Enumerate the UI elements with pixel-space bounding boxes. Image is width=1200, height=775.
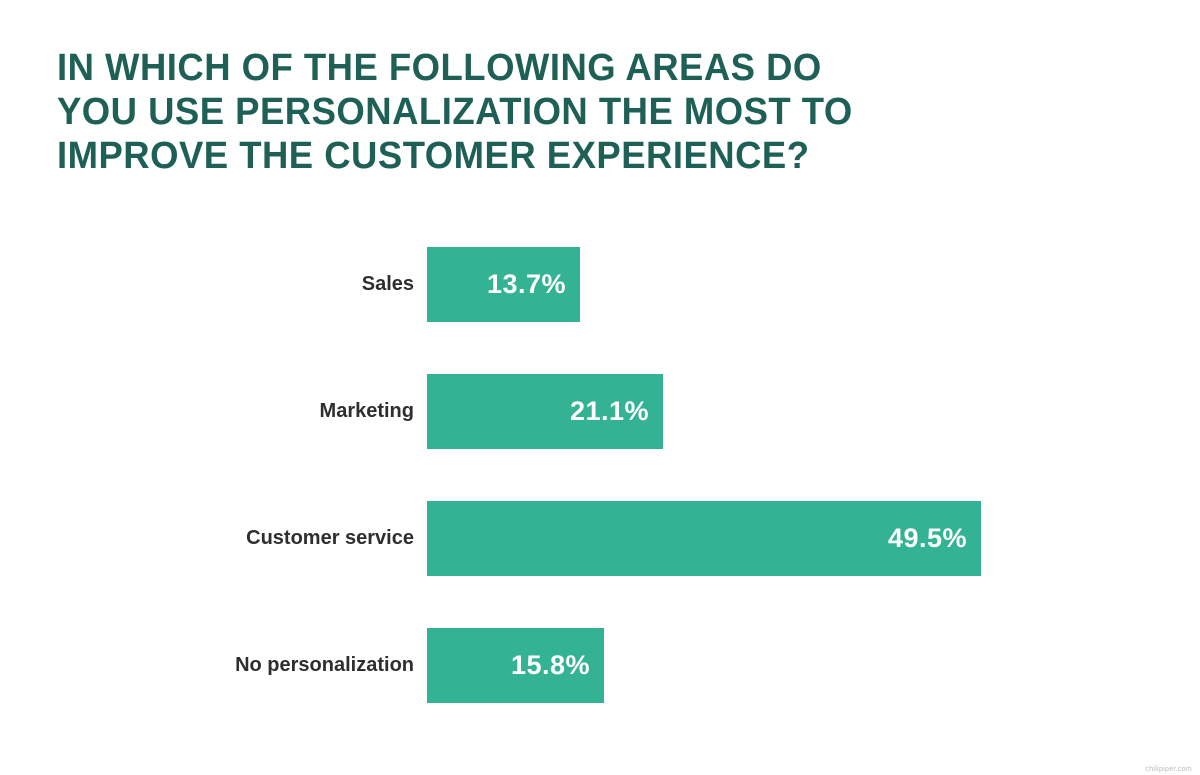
bar-chart-plot-area: Sales 13.7% Marketing 21.1% Customer service… <box>0 247 1200 755</box>
category-label: Marketing <box>319 400 414 422</box>
chart-title-line-1: IN WHICH OF THE FOLLOWING AREAS DO <box>57 47 822 89</box>
bar-row: Customer service 49.5% <box>0 501 1200 576</box>
category-label: Customer service <box>246 527 414 549</box>
watermark: chilipiper.com <box>1145 766 1192 773</box>
bar: 15.8% <box>427 628 604 703</box>
chart-title: IN WHICH OF THE FOLLOWING AREAS DO YOU U… <box>57 46 853 178</box>
chart-title-line-2: YOU USE PERSONALIZATION THE MOST TO <box>57 91 853 133</box>
bar: 13.7% <box>427 247 580 322</box>
bar-row: Sales 13.7% <box>0 247 1200 322</box>
bar-value-label: 13.7% <box>486 269 566 299</box>
bar-value-label: 21.1% <box>569 396 649 426</box>
category-label: Sales <box>361 273 414 295</box>
bar-row: Marketing 21.1% <box>0 374 1200 449</box>
bar-row: No personalization 15.8% <box>0 628 1200 703</box>
bar-value-label: 15.8% <box>510 650 590 680</box>
bar-value-label: 49.5% <box>887 523 967 553</box>
bar: 21.1% <box>427 374 663 449</box>
chart-title-line-3: IMPROVE THE CUSTOMER EXPERIENCE? <box>57 135 810 177</box>
category-label: No personalization <box>235 654 414 676</box>
bar: 49.5% <box>427 501 981 576</box>
